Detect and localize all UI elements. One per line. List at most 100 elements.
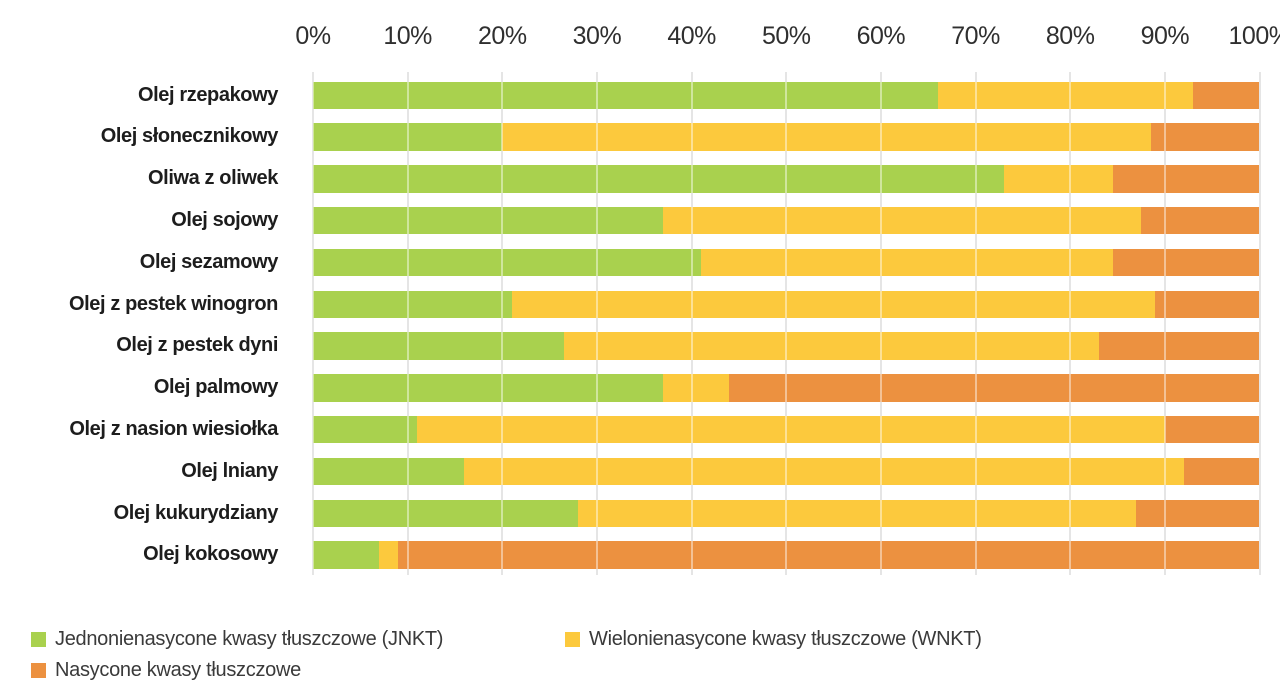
bar-row — [313, 374, 1260, 402]
gridline — [1258, 72, 1261, 575]
bar-row — [313, 499, 1260, 527]
bar-segment-wnkt — [578, 499, 1137, 527]
bar-segment-nkt — [1164, 415, 1260, 444]
category-label: Olej słonecznikowy — [100, 125, 279, 148]
x-axis-tick-label: 70% — [951, 22, 1000, 50]
bar-segment-wnkt — [502, 123, 1151, 151]
bar-segment-wnkt — [464, 457, 1184, 486]
category-label: Olej z nasion wiesiołka — [69, 417, 278, 440]
gridline — [1069, 72, 1072, 575]
gridline-highlight — [1069, 72, 1072, 575]
category-label: Olej rzepakowy — [137, 83, 278, 106]
x-axis-tick-label: 50% — [761, 22, 811, 50]
category-label: Olej palmowy — [153, 376, 279, 399]
gridline-highlight — [974, 72, 977, 575]
bar-segment-jnkt — [313, 290, 512, 318]
bar-segment-jnkt — [313, 206, 664, 235]
legend-label: Nasycone kwasy tłuszczowe — [55, 659, 301, 681]
legend-swatch — [31, 632, 46, 647]
bar-segment-wnkt — [663, 206, 1142, 235]
gridline-highlight — [595, 72, 598, 575]
bar-segment-nkt — [1155, 290, 1260, 318]
bar-row — [313, 206, 1260, 235]
gridline-highlight — [312, 72, 314, 575]
legend-item: Wielonienasycone kwasy tłuszczowe (WNKT) — [565, 628, 982, 651]
x-axis-tick-label: 0% — [295, 22, 331, 50]
bar-segment-jnkt — [313, 123, 503, 151]
gridline — [690, 72, 693, 575]
gridline-highlight — [1163, 72, 1166, 575]
gridline-highlight — [406, 72, 409, 575]
bar-row — [313, 332, 1260, 360]
bar-segment-jnkt — [313, 415, 418, 444]
bar-segment-wnkt — [563, 332, 1099, 360]
legend-swatch — [565, 632, 580, 647]
x-axis-tick-label: 20% — [478, 22, 527, 50]
bar-segment-nkt — [1136, 499, 1260, 527]
bar-segment-jnkt — [313, 248, 702, 277]
gridline — [974, 72, 977, 575]
legend-item: Jednonienasycone kwasy tłuszczowe (JNKT) — [31, 628, 443, 651]
bar-segment-nkt — [1112, 248, 1260, 277]
bar-segment-jnkt — [313, 499, 579, 527]
x-axis-tick-label: 10% — [383, 22, 432, 50]
gridline-highlight — [1258, 72, 1261, 575]
bar-segment-nkt — [1141, 206, 1260, 235]
legend-label: Jednonienasycone kwasy tłuszczowe (JNKT) — [55, 628, 444, 650]
gridline — [501, 72, 504, 575]
gridline — [595, 72, 598, 575]
x-axis-tick-label: 60% — [856, 22, 906, 50]
category-label: Olej kokosowy — [143, 543, 278, 566]
bar-row — [313, 123, 1260, 151]
legend-label: Wielonienasycone kwasy tłuszczowe (WNKT) — [589, 628, 982, 650]
gridline-highlight — [879, 72, 882, 575]
bar-segment-jnkt — [313, 81, 938, 109]
category-label: Olej z pestek winogron — [68, 292, 278, 315]
x-axis-tick-label: 100% — [1228, 22, 1280, 50]
category-label: Olej z pestek dyni — [116, 334, 278, 357]
gridline — [312, 72, 314, 575]
gridline-highlight — [785, 72, 788, 575]
bar-row — [313, 457, 1260, 486]
category-label: Oliwa z oliwek — [148, 167, 278, 190]
bar-segment-wnkt — [1003, 165, 1113, 193]
bar-row — [313, 81, 1260, 109]
legend-swatch — [31, 663, 46, 678]
x-axis-tick-label: 40% — [667, 22, 716, 50]
bar-row — [313, 165, 1260, 193]
category-label: Olej sojowy — [171, 208, 278, 231]
gridline — [406, 72, 409, 575]
x-axis-tick-label: 80% — [1045, 22, 1095, 50]
category-label: Olej kukurydziany — [113, 501, 279, 524]
gridline — [785, 72, 788, 575]
gridline — [879, 72, 882, 575]
x-axis-tick-label: 90% — [1140, 22, 1190, 50]
bar-segment-nkt — [1150, 123, 1260, 151]
gridline-highlight — [690, 72, 693, 575]
category-label: Olej sezamowy — [139, 250, 279, 273]
bar-segment-nkt — [1183, 457, 1260, 486]
gridline — [1163, 72, 1166, 575]
bar-segment-wnkt — [417, 415, 1165, 444]
bar-row — [313, 248, 1260, 277]
x-axis-tick-label: 30% — [572, 22, 622, 50]
bar-segment-jnkt — [313, 332, 564, 360]
bar-segment-nkt — [1193, 81, 1260, 109]
bar-row — [313, 415, 1260, 444]
bar-segment-wnkt — [663, 374, 730, 402]
legend-item: Nasycone kwasy tłuszczowe — [31, 659, 301, 682]
bar-segment-nkt — [729, 374, 1260, 402]
bar-row — [313, 541, 1260, 569]
bar-row — [313, 290, 1260, 318]
bar-segment-wnkt — [511, 290, 1156, 318]
bar-segment-jnkt — [313, 457, 465, 486]
bar-segment-jnkt — [313, 541, 380, 569]
gridline-highlight — [501, 72, 504, 575]
bar-segment-nkt — [1098, 332, 1260, 360]
bar-segment-wnkt — [937, 81, 1194, 109]
bar-segment-nkt — [1112, 165, 1260, 193]
bar-segment-jnkt — [313, 165, 1004, 193]
category-label: Olej lniany — [181, 459, 278, 482]
bar-segment-wnkt — [701, 248, 1113, 277]
